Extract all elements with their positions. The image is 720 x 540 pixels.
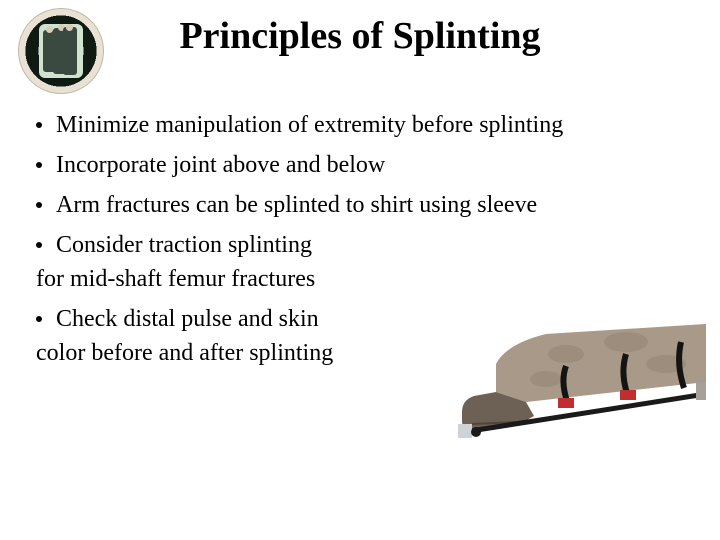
bullet-text: Incorporate joint above and below — [56, 150, 385, 180]
splint-svg-icon — [456, 324, 706, 444]
bullet-icon — [36, 202, 42, 208]
bullet-text: Consider traction splinting — [56, 230, 312, 260]
list-item: Arm fractures can be splinted to shirt u… — [36, 190, 676, 220]
list-item: Incorporate joint above and below — [36, 150, 676, 180]
bullet-icon — [36, 122, 42, 128]
bullet-icon — [36, 162, 42, 168]
list-item: Minimize manipulation of extremity befor… — [36, 110, 676, 140]
bullet-continuation: for mid-shaft femur fractures — [36, 264, 676, 294]
page-title: Principles of Splinting — [0, 14, 720, 58]
traction-splint-illustration — [456, 324, 706, 444]
list-item: Consider traction splinting — [36, 230, 676, 260]
bullet-text: Check distal pulse and skin — [56, 304, 319, 334]
bullet-text: Minimize manipulation of extremity befor… — [56, 110, 563, 140]
slide: Principles of Splinting Minimize manipul… — [0, 0, 720, 540]
bullet-icon — [36, 316, 42, 322]
bullet-text: Arm fractures can be splinted to shirt u… — [56, 190, 537, 220]
bullet-icon — [36, 242, 42, 248]
